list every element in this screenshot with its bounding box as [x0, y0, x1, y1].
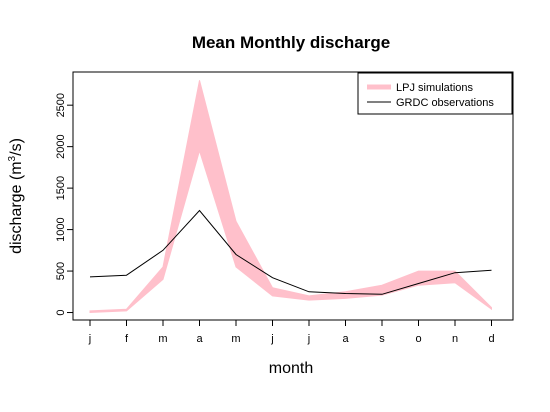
- x-tick-label: s: [379, 333, 385, 345]
- x-tick-label: j: [88, 333, 91, 345]
- x-tick-label: n: [452, 333, 458, 345]
- x-tick-label: j: [307, 333, 310, 345]
- legend-label-lpj: LPJ simulations: [396, 82, 474, 94]
- grdc-observation-line: [89, 209, 492, 295]
- y-axis-title: discharge (m3/s): [7, 138, 25, 254]
- plot-area: [89, 80, 492, 314]
- x-tick-label: a: [342, 333, 349, 345]
- plot-frame: [72, 71, 514, 321]
- x-axis-title: month: [269, 360, 313, 377]
- lpj-simulation-band: [89, 80, 492, 314]
- y-axis: 0 500 1000 1500 2000 2500: [55, 93, 73, 316]
- legend-label-grdc: GRDC observations: [396, 97, 494, 109]
- legend-box: [357, 72, 513, 115]
- x-tick-label: j: [270, 333, 273, 345]
- y-axis-title-main: discharge (m: [8, 161, 25, 253]
- y-axis-title-end: /s): [8, 138, 25, 156]
- x-tick-label: f: [125, 333, 129, 345]
- legend: LPJ simulations GRDC observations: [357, 72, 513, 115]
- y-tick-label: 2000: [55, 134, 67, 158]
- x-tick-label: o: [415, 333, 421, 345]
- x-tick-label: m: [158, 333, 167, 345]
- x-tick-label: a: [196, 333, 203, 345]
- y-tick-label: 500: [55, 262, 67, 280]
- chart-title: Mean Monthly discharge: [192, 33, 390, 52]
- y-axis-title-superscript: 3: [7, 155, 18, 161]
- y-tick-label: 1500: [55, 176, 67, 200]
- x-tick-label: m: [231, 333, 240, 345]
- y-tick-label: 0: [55, 309, 67, 315]
- y-tick-label: 2500: [55, 93, 67, 117]
- x-tick-label: d: [488, 333, 494, 345]
- y-tick-label: 1000: [55, 217, 67, 241]
